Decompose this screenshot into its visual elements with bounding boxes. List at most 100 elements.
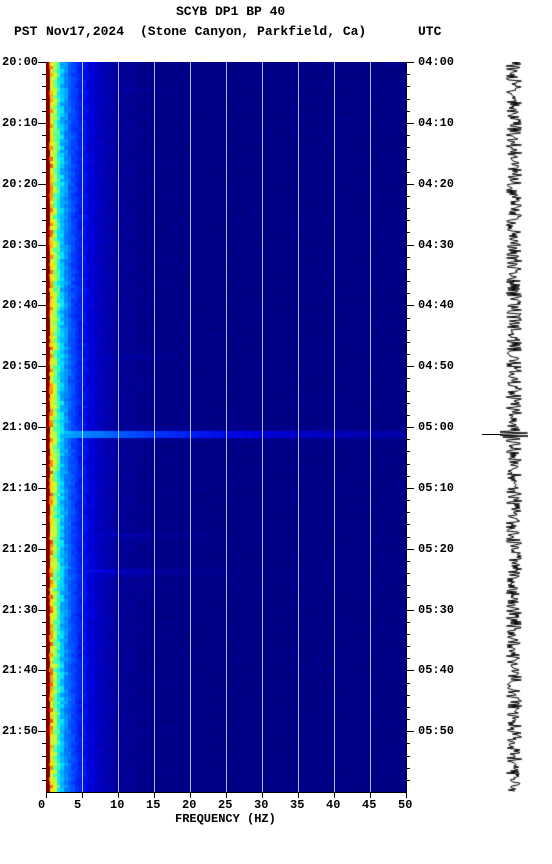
yaxis-left-minor-tick — [42, 780, 46, 781]
yaxis-left-minor-tick — [42, 439, 46, 440]
yaxis-left-tick — [38, 488, 46, 489]
xaxis-tick-label: 35 — [290, 798, 304, 812]
xaxis-tick-label: 40 — [326, 798, 340, 812]
yaxis-left-minor-tick — [42, 707, 46, 708]
yaxis-left-label: 21:50 — [2, 724, 38, 738]
yaxis-left-minor-tick — [42, 354, 46, 355]
yaxis-left-minor-tick — [42, 111, 46, 112]
yaxis-left-tick — [38, 245, 46, 246]
station-label: (Stone Canyon, Parkfield, Ca) — [140, 24, 366, 39]
yaxis-left-tick — [38, 670, 46, 671]
grid-line-vertical — [82, 62, 83, 792]
yaxis-left-tick — [38, 427, 46, 428]
yaxis-left-minor-tick — [42, 512, 46, 513]
xaxis-tick-label: 25 — [218, 798, 232, 812]
yaxis-right-minor-tick — [406, 719, 410, 720]
yaxis-left-tick — [38, 123, 46, 124]
xaxis-label: FREQUENCY (HZ) — [175, 812, 276, 826]
yaxis-right-label: 04:50 — [418, 359, 454, 373]
yaxis-left-tick — [38, 305, 46, 306]
yaxis-right-minor-tick — [406, 257, 410, 258]
waveform-canvas — [500, 62, 528, 792]
yaxis-right-tick — [406, 366, 414, 367]
yaxis-right-minor-tick — [406, 172, 410, 173]
yaxis-right-minor-tick — [406, 585, 410, 586]
yaxis-left-minor-tick — [42, 135, 46, 136]
waveform-spike-marker — [482, 434, 500, 435]
waveform-plot — [500, 62, 528, 792]
yaxis-right-minor-tick — [406, 318, 410, 319]
yaxis-left-minor-tick — [42, 147, 46, 148]
yaxis-right-tick — [406, 610, 414, 611]
yaxis-right-minor-tick — [406, 464, 410, 465]
yaxis-right-minor-tick — [406, 354, 410, 355]
yaxis-right-label: 04:10 — [418, 116, 454, 130]
yaxis-right-label: 05:00 — [418, 420, 454, 434]
yaxis-right-tick — [406, 549, 414, 550]
yaxis-right-tick — [406, 123, 414, 124]
yaxis-left-minor-tick — [42, 634, 46, 635]
yaxis-right-minor-tick — [406, 196, 410, 197]
yaxis-right-minor-tick — [406, 622, 410, 623]
yaxis-right-minor-tick — [406, 293, 410, 294]
yaxis-left-minor-tick — [42, 391, 46, 392]
yaxis-right-minor-tick — [406, 415, 410, 416]
yaxis-right-minor-tick — [406, 378, 410, 379]
yaxis-left-label: 21:30 — [2, 603, 38, 617]
yaxis-right-minor-tick — [406, 281, 410, 282]
yaxis-right-label: 05:30 — [418, 603, 454, 617]
yaxis-right-minor-tick — [406, 451, 410, 452]
left-timezone-label: PST — [14, 24, 37, 39]
yaxis-right-minor-tick — [406, 756, 410, 757]
yaxis-right-minor-tick — [406, 768, 410, 769]
yaxis-left-minor-tick — [42, 318, 46, 319]
yaxis-right-minor-tick — [406, 476, 410, 477]
yaxis-right-minor-tick — [406, 135, 410, 136]
yaxis-left-minor-tick — [42, 342, 46, 343]
yaxis-left-minor-tick — [42, 378, 46, 379]
yaxis-left-label: 20:30 — [2, 238, 38, 252]
yaxis-left-minor-tick — [42, 743, 46, 744]
yaxis-right-tick — [406, 670, 414, 671]
yaxis-right-label: 04:30 — [418, 238, 454, 252]
yaxis-right-minor-tick — [406, 646, 410, 647]
xaxis-tick-label: 5 — [74, 798, 81, 812]
yaxis-left-label: 21:10 — [2, 481, 38, 495]
yaxis-left-minor-tick — [42, 281, 46, 282]
yaxis-right-minor-tick — [406, 500, 410, 501]
yaxis-left-minor-tick — [42, 476, 46, 477]
grid-line-vertical — [262, 62, 263, 792]
yaxis-right-label: 04:20 — [418, 177, 454, 191]
right-timezone-label: UTC — [418, 24, 441, 39]
yaxis-left-minor-tick — [42, 208, 46, 209]
chart-title: SCYB DP1 BP 40 — [176, 4, 285, 19]
yaxis-left-minor-tick — [42, 683, 46, 684]
yaxis-right-minor-tick — [406, 439, 410, 440]
yaxis-left-minor-tick — [42, 500, 46, 501]
yaxis-right-minor-tick — [406, 743, 410, 744]
yaxis-left-minor-tick — [42, 232, 46, 233]
yaxis-right-tick — [406, 427, 414, 428]
grid-line-vertical — [334, 62, 335, 792]
yaxis-right-minor-tick — [406, 403, 410, 404]
yaxis-left-tick — [38, 184, 46, 185]
yaxis-left-minor-tick — [42, 451, 46, 452]
yaxis-left-tick — [38, 731, 46, 732]
xaxis-tick-label: 30 — [254, 798, 268, 812]
yaxis-right-minor-tick — [406, 74, 410, 75]
yaxis-right-tick — [406, 184, 414, 185]
yaxis-left-minor-tick — [42, 537, 46, 538]
yaxis-right-minor-tick — [406, 159, 410, 160]
xaxis-tick-label: 50 — [398, 798, 412, 812]
yaxis-left-minor-tick — [42, 768, 46, 769]
xaxis-tick-label: 20 — [182, 798, 196, 812]
yaxis-left-label: 20:00 — [2, 55, 38, 69]
yaxis-right-minor-tick — [406, 232, 410, 233]
yaxis-right-minor-tick — [406, 330, 410, 331]
yaxis-right-minor-tick — [406, 342, 410, 343]
yaxis-right-minor-tick — [406, 512, 410, 513]
xaxis-tick-label: 0 — [38, 798, 45, 812]
yaxis-left-minor-tick — [42, 159, 46, 160]
yaxis-right-tick — [406, 731, 414, 732]
yaxis-right-label: 04:40 — [418, 298, 454, 312]
